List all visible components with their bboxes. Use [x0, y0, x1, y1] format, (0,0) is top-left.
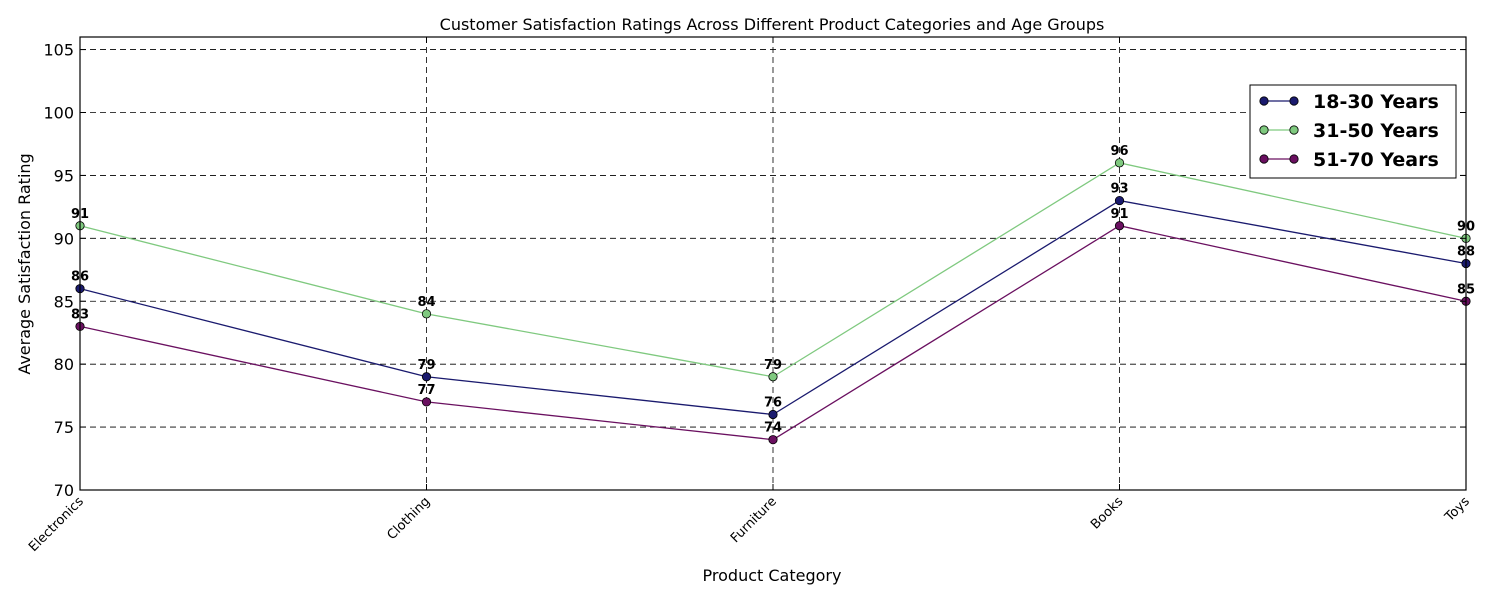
data-point — [421, 397, 432, 407]
data-point — [768, 409, 778, 420]
y-tick-label: 85 — [54, 292, 74, 311]
legend-marker — [1259, 96, 1269, 106]
data-label: 84 — [417, 295, 435, 310]
data-point — [421, 309, 432, 319]
legend-marker — [1289, 96, 1299, 106]
legend-marker — [1289, 125, 1299, 135]
data-label: 74 — [764, 421, 782, 436]
x-tick-label: Electronics — [26, 494, 87, 555]
grid — [80, 37, 1466, 490]
data-label: 93 — [1110, 182, 1128, 197]
chart-title: Customer Satisfaction Ratings Across Dif… — [440, 15, 1105, 34]
data-point — [1114, 195, 1125, 206]
y-axis-label: Average Satisfaction Rating — [15, 153, 34, 374]
data-point — [1114, 221, 1125, 231]
x-tick-label: Clothing — [384, 494, 433, 543]
data-point — [421, 372, 432, 382]
x-tick-label: Toys — [1442, 494, 1473, 525]
x-axis-label: Product Category — [703, 566, 842, 585]
data-point — [768, 372, 778, 382]
data-label: 79 — [764, 358, 782, 373]
data-point — [1114, 158, 1125, 168]
y-tick-label: 100 — [43, 104, 74, 123]
data-label: 79 — [417, 358, 435, 373]
y-tick-label: 105 — [43, 41, 74, 60]
data-label: 77 — [417, 383, 435, 398]
data-point — [768, 435, 778, 445]
legend-marker — [1259, 154, 1269, 164]
data-label: 96 — [1110, 144, 1128, 159]
y-tick-label: 70 — [54, 481, 74, 500]
x-tick-label: Furniture — [728, 494, 780, 546]
x-tick-label: Books — [1088, 494, 1126, 532]
y-tick-label: 90 — [54, 229, 74, 248]
y-tick-label: 75 — [54, 418, 74, 437]
y-tick-label: 95 — [54, 166, 74, 185]
legend-label: 51-70 Years — [1313, 149, 1439, 171]
data-label: 76 — [764, 396, 782, 411]
legend: 18-30 Years 31-50 Years 51-70 Years — [1249, 84, 1457, 179]
legend-label: 31-50 Years — [1313, 120, 1439, 142]
legend-label: 18-30 Years — [1313, 91, 1439, 113]
legend-marker — [1289, 154, 1299, 164]
legend-marker — [1259, 125, 1269, 135]
y-tick-label: 80 — [54, 355, 74, 374]
data-label: 91 — [1110, 207, 1128, 222]
